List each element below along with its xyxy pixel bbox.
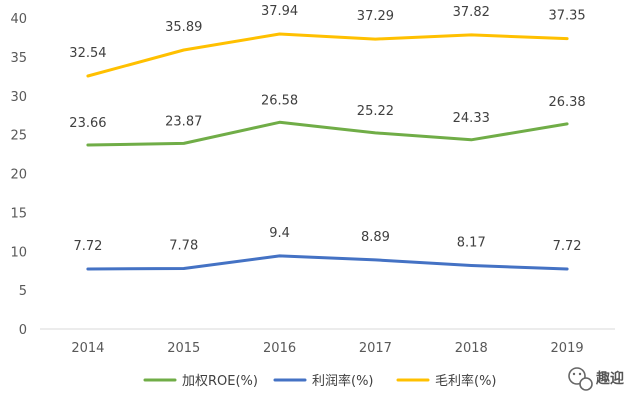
data-label: 37.35 (548, 9, 585, 24)
series-line (86, 32, 569, 78)
data-label: 23.66 (69, 116, 106, 131)
data-label: 26.58 (261, 93, 298, 108)
data-label: 7.72 (73, 239, 102, 254)
series-lines (86, 32, 569, 271)
data-label: 8.17 (457, 235, 486, 250)
legend-label: 毛利率(%) (435, 373, 497, 389)
watermark: 趣迎 (568, 367, 624, 391)
data-label: 37.94 (261, 4, 298, 19)
y-tick-label: 5 (19, 284, 27, 299)
x-tick-label: 2018 (455, 341, 488, 356)
y-tick-label: 25 (10, 129, 27, 144)
y-tick-label: 30 (10, 90, 27, 105)
data-label: 32.54 (69, 46, 106, 61)
data-label: 9.4 (269, 226, 290, 241)
watermark-text: 趣迎 (595, 370, 624, 387)
data-label: 24.33 (453, 111, 490, 126)
data-label: 37.29 (357, 9, 394, 24)
series-line (86, 120, 569, 147)
data-label: 25.22 (357, 104, 394, 119)
data-label: 35.89 (165, 20, 202, 35)
y-tick-label: 10 (10, 245, 27, 260)
data-label: 37.82 (453, 5, 490, 20)
y-tick-label: 35 (10, 51, 27, 66)
data-label: 7.78 (169, 239, 198, 254)
y-tick-label: 15 (10, 206, 27, 221)
data-label: 8.89 (361, 230, 390, 245)
series-line (86, 254, 569, 271)
x-tick-label: 2014 (71, 341, 104, 356)
x-tick-label: 2017 (359, 341, 392, 356)
y-tick-label: 20 (10, 168, 27, 183)
y-tick-label: 0 (19, 323, 27, 338)
data-label: 7.72 (553, 239, 582, 254)
legend: 加权ROE(%) 利润率(%) 毛利率(%) (143, 373, 497, 389)
axes: 0 5 10 15 20 25 30 35 40 2014 2015 2016 2017 2018 2019 (10, 12, 615, 356)
y-tick-label: 40 (10, 12, 27, 27)
x-tick-label: 2015 (167, 341, 200, 356)
x-tick-label: 2019 (551, 341, 584, 356)
wechat-icon (568, 367, 593, 391)
data-label: 26.38 (548, 95, 585, 110)
legend-label: 加权ROE(%) (182, 373, 258, 389)
data-label: 23.87 (165, 114, 202, 129)
x-tick-label: 2016 (263, 341, 296, 356)
legend-label: 利润率(%) (312, 373, 374, 389)
data-labels: 23.66 23.87 26.58 25.22 24.33 26.38 7.72 7.78 9.… (69, 4, 585, 254)
